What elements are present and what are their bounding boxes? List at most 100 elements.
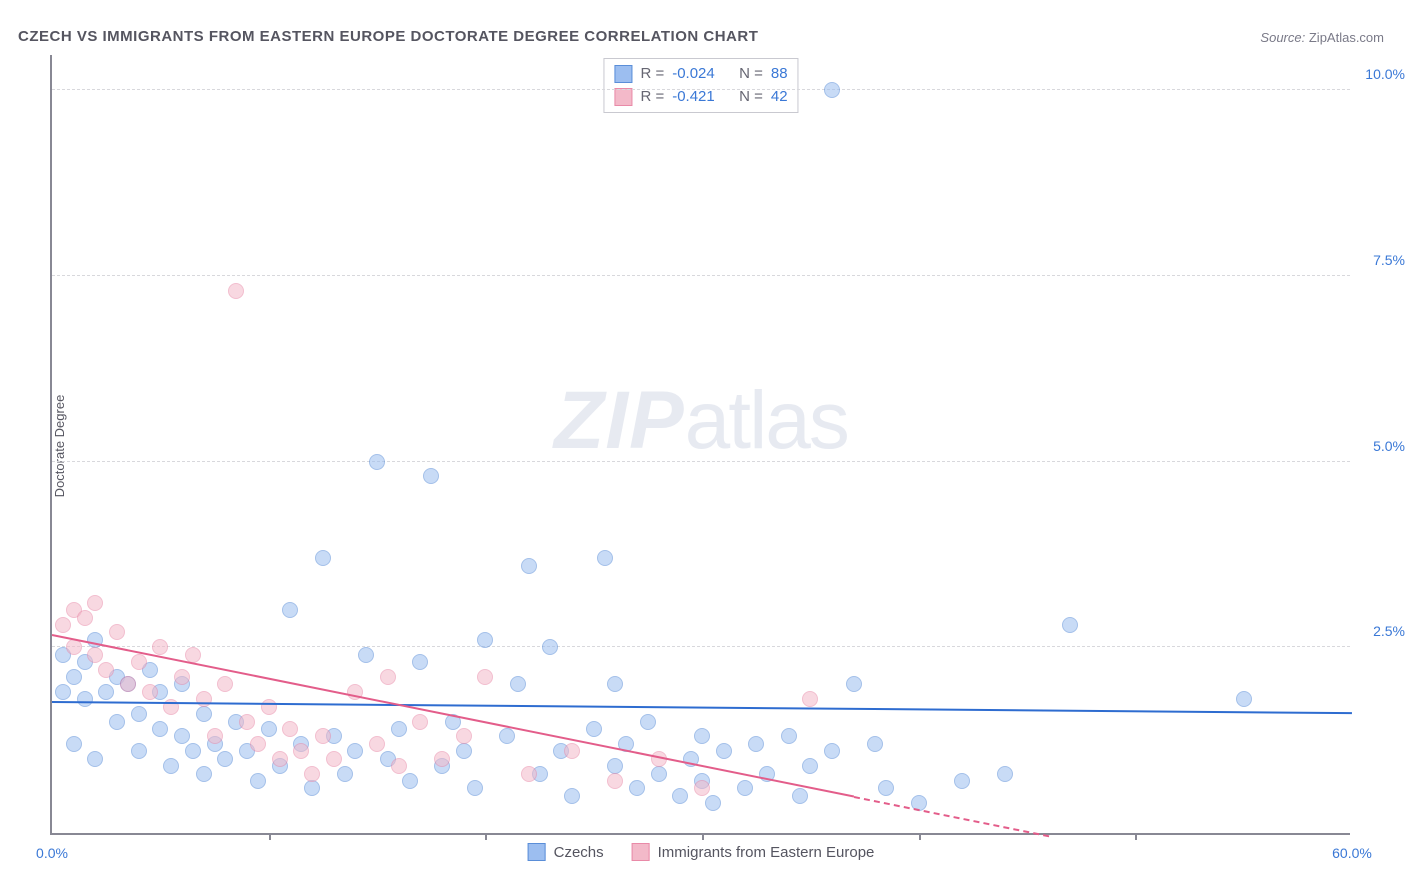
data-point[interactable] [467, 780, 483, 796]
data-point[interactable] [174, 669, 190, 685]
data-point[interactable] [499, 728, 515, 744]
data-point[interactable] [315, 550, 331, 566]
data-point[interactable] [391, 721, 407, 737]
data-point[interactable] [477, 632, 493, 648]
data-point[interactable] [391, 758, 407, 774]
data-point[interactable] [792, 788, 808, 804]
data-point[interactable] [748, 736, 764, 752]
n-value-0: 88 [771, 63, 788, 86]
data-point[interactable] [456, 743, 472, 759]
data-point[interactable] [131, 654, 147, 670]
data-point[interactable] [369, 454, 385, 470]
data-point[interactable] [802, 758, 818, 774]
data-point[interactable] [55, 684, 71, 700]
data-point[interactable] [412, 654, 428, 670]
data-point[interactable] [293, 743, 309, 759]
data-point[interactable] [358, 647, 374, 663]
data-point[interactable] [228, 283, 244, 299]
data-point[interactable] [315, 728, 331, 744]
data-point[interactable] [694, 728, 710, 744]
data-point[interactable] [98, 662, 114, 678]
data-point[interactable] [152, 639, 168, 655]
data-point[interactable] [369, 736, 385, 752]
data-point[interactable] [597, 550, 613, 566]
data-point[interactable] [109, 624, 125, 640]
data-point[interactable] [207, 728, 223, 744]
data-point[interactable] [412, 714, 428, 730]
data-point[interactable] [607, 773, 623, 789]
data-point[interactable] [380, 669, 396, 685]
data-point[interactable] [282, 721, 298, 737]
data-point[interactable] [304, 780, 320, 796]
data-point[interactable] [737, 780, 753, 796]
data-point[interactable] [87, 751, 103, 767]
data-point[interactable] [640, 714, 656, 730]
data-point[interactable] [55, 617, 71, 633]
data-point[interactable] [250, 773, 266, 789]
data-point[interactable] [716, 743, 732, 759]
data-point[interactable] [824, 743, 840, 759]
data-point[interactable] [77, 610, 93, 626]
data-point[interactable] [607, 758, 623, 774]
data-point[interactable] [77, 691, 93, 707]
data-point[interactable] [564, 743, 580, 759]
data-point[interactable] [217, 676, 233, 692]
data-point[interactable] [456, 728, 472, 744]
data-point[interactable] [824, 82, 840, 98]
data-point[interactable] [196, 706, 212, 722]
data-point[interactable] [542, 639, 558, 655]
data-point[interactable] [878, 780, 894, 796]
data-point[interactable] [174, 728, 190, 744]
data-point[interactable] [434, 751, 450, 767]
data-point[interactable] [694, 780, 710, 796]
data-point[interactable] [564, 788, 580, 804]
data-point[interactable] [217, 751, 233, 767]
data-point[interactable] [131, 743, 147, 759]
data-point[interactable] [152, 721, 168, 737]
data-point[interactable] [163, 758, 179, 774]
data-point[interactable] [261, 721, 277, 737]
data-point[interactable] [304, 766, 320, 782]
data-point[interactable] [607, 676, 623, 692]
data-point[interactable] [282, 602, 298, 618]
data-point[interactable] [705, 795, 721, 811]
data-point[interactable] [1236, 691, 1252, 707]
data-point[interactable] [87, 647, 103, 663]
data-point[interactable] [131, 706, 147, 722]
data-point[interactable] [272, 751, 288, 767]
data-point[interactable] [629, 780, 645, 796]
data-point[interactable] [196, 691, 212, 707]
data-point[interactable] [521, 558, 537, 574]
data-point[interactable] [586, 721, 602, 737]
data-point[interactable] [402, 773, 418, 789]
data-point[interactable] [142, 684, 158, 700]
data-point[interactable] [954, 773, 970, 789]
data-point[interactable] [98, 684, 114, 700]
data-point[interactable] [66, 669, 82, 685]
data-point[interactable] [423, 468, 439, 484]
data-point[interactable] [337, 766, 353, 782]
data-point[interactable] [1062, 617, 1078, 633]
data-point[interactable] [672, 788, 688, 804]
data-point[interactable] [347, 743, 363, 759]
data-point[interactable] [185, 743, 201, 759]
data-point[interactable] [109, 714, 125, 730]
data-point[interactable] [651, 766, 667, 782]
data-point[interactable] [997, 766, 1013, 782]
data-point[interactable] [477, 669, 493, 685]
gridline-h [52, 461, 1350, 462]
data-point[interactable] [87, 595, 103, 611]
data-point[interactable] [846, 676, 862, 692]
data-point[interactable] [510, 676, 526, 692]
data-point[interactable] [802, 691, 818, 707]
data-point[interactable] [250, 736, 266, 752]
data-point[interactable] [196, 766, 212, 782]
data-point[interactable] [781, 728, 797, 744]
data-point[interactable] [867, 736, 883, 752]
data-point[interactable] [120, 676, 136, 692]
data-point[interactable] [326, 751, 342, 767]
data-point[interactable] [239, 714, 255, 730]
data-point[interactable] [66, 736, 82, 752]
data-point[interactable] [521, 766, 537, 782]
data-point[interactable] [261, 699, 277, 715]
